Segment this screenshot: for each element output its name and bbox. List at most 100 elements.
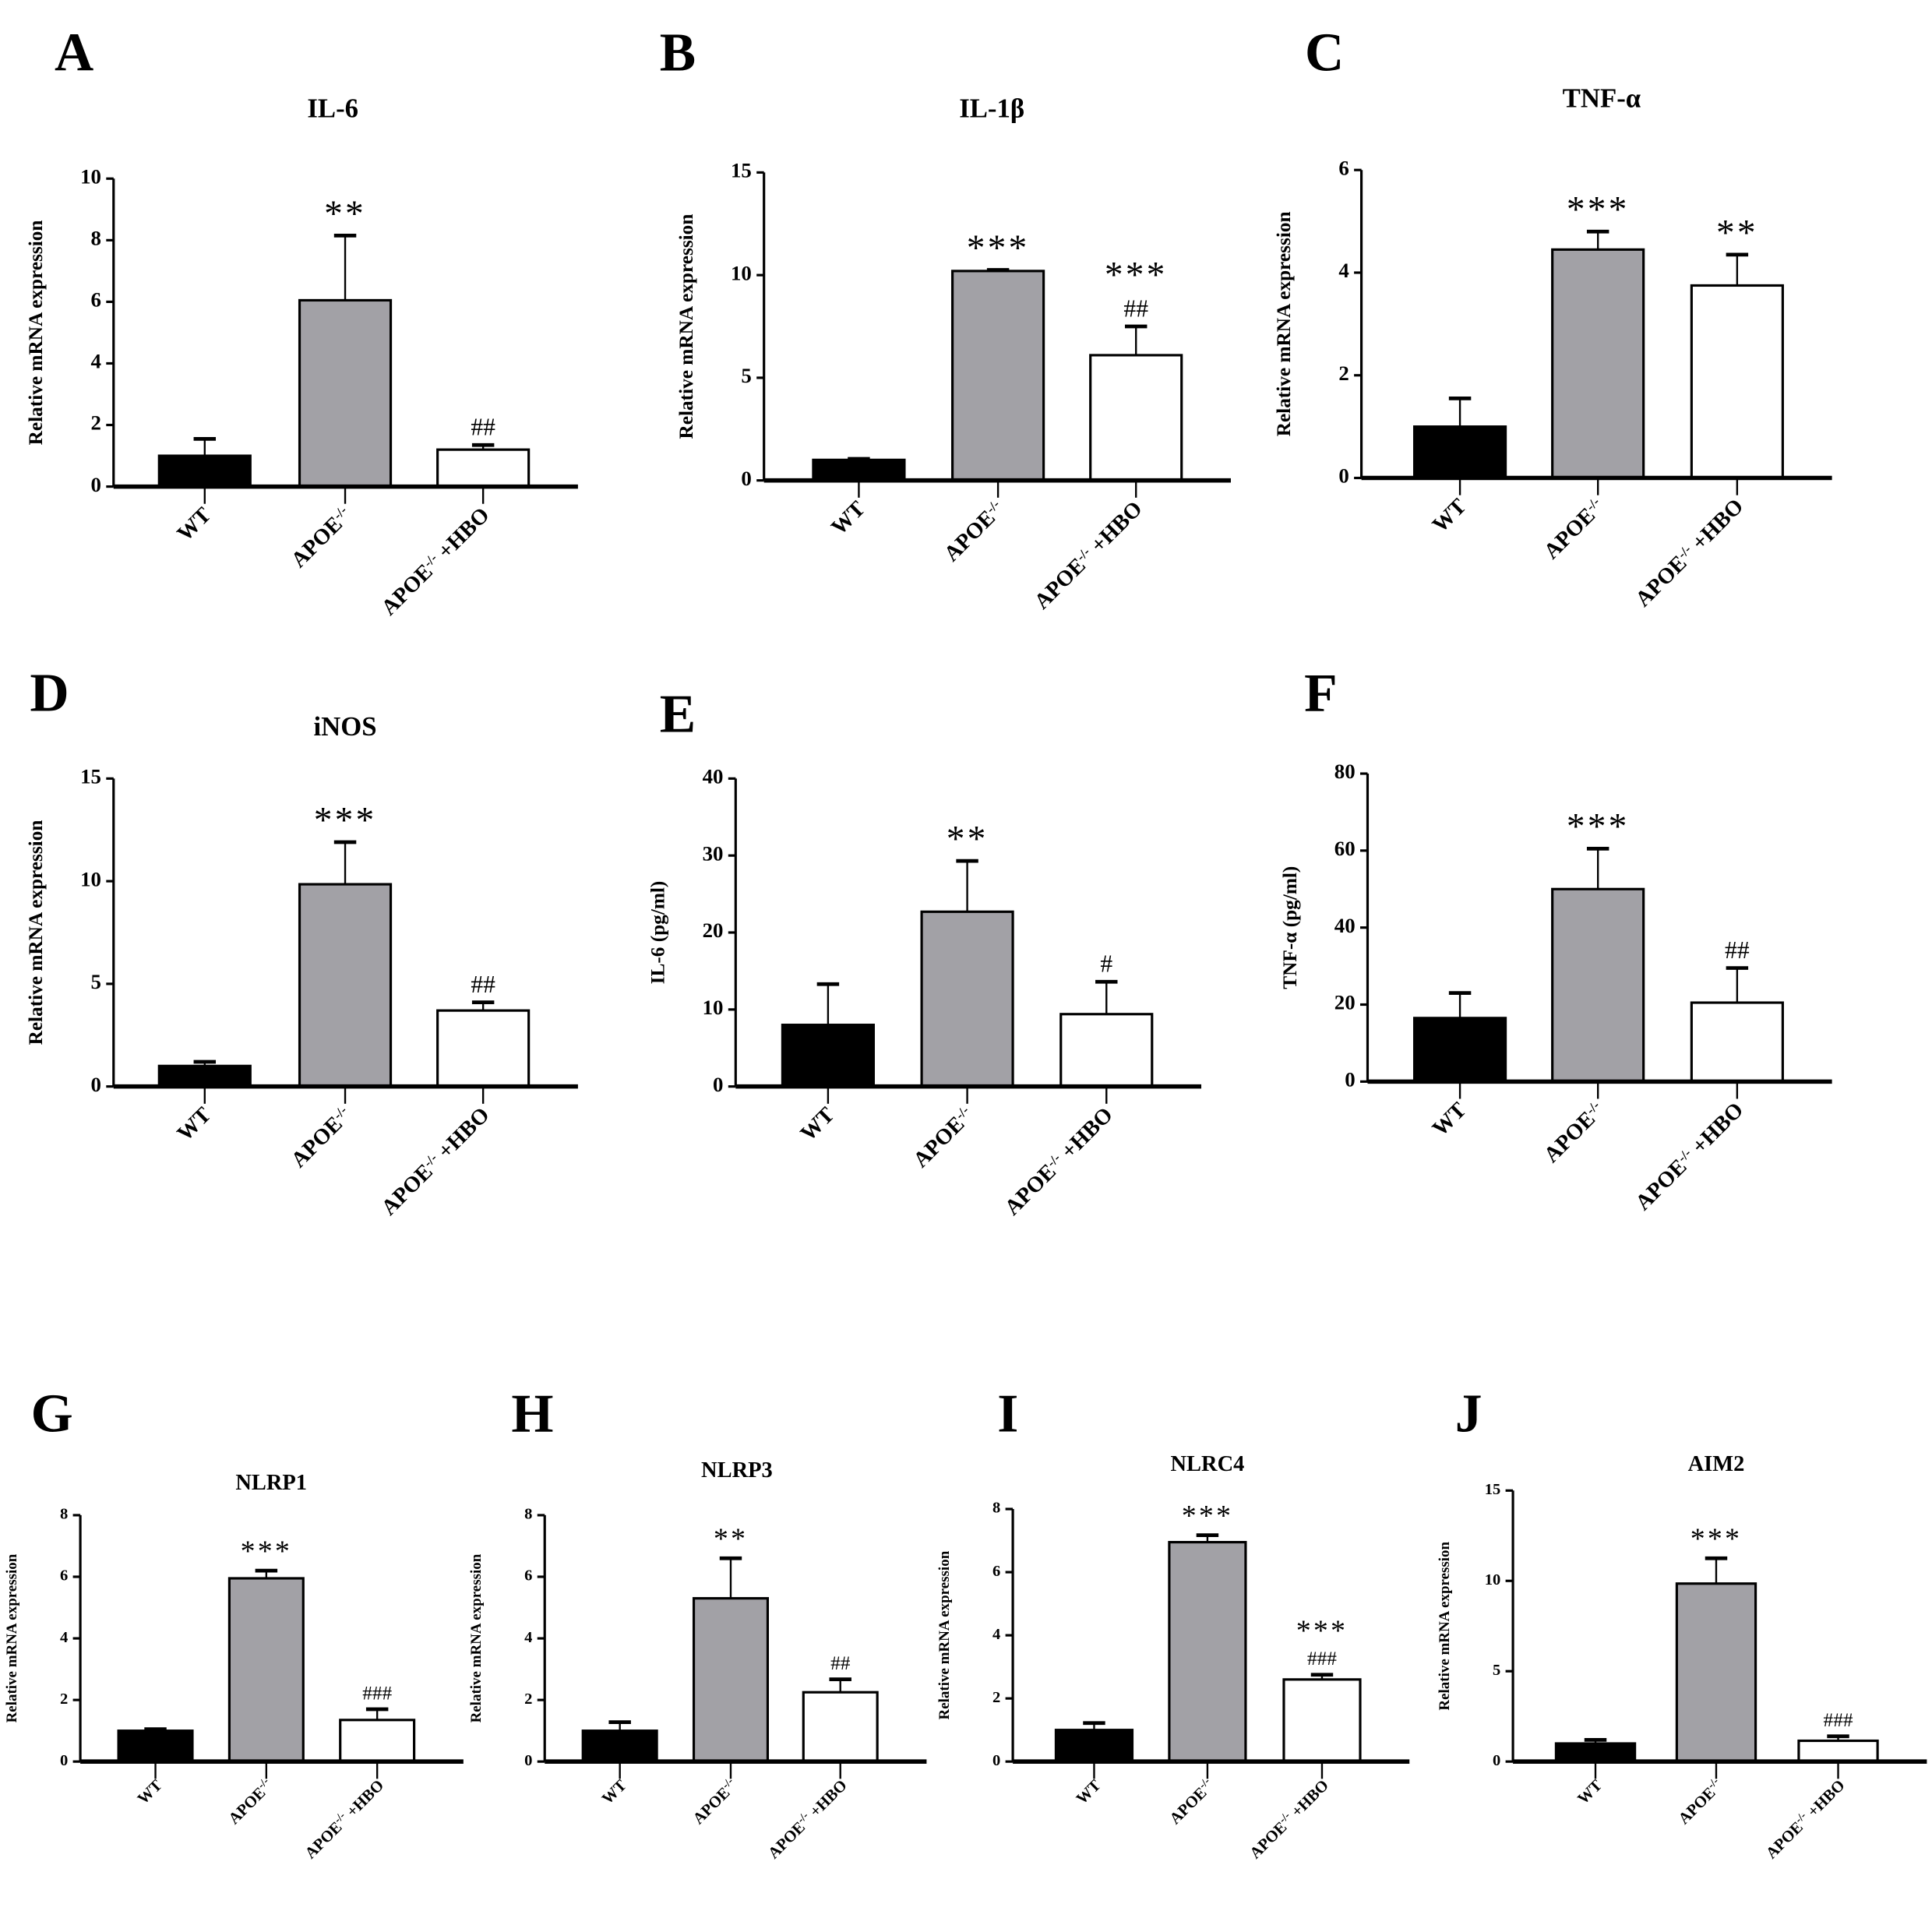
- y-tick-label: 6: [91, 288, 101, 312]
- panel-letter: D: [30, 664, 69, 724]
- panel-a: A IL-6 Relative mRNA expression WT ** APOE-/-…: [25, 23, 578, 620]
- y-tick-label: 80: [1334, 760, 1356, 783]
- y-axis-label: IL-6 (pg/ml): [647, 881, 669, 985]
- panel-i: I NLRC4 Relative mRNA expression WT *** APOE-…: [936, 1384, 1410, 1862]
- y-tick-label: 10: [1485, 1571, 1501, 1588]
- bar-wt: [1412, 1017, 1507, 1083]
- x-tick-label: WT: [1428, 1098, 1471, 1141]
- significance-stars: **: [714, 1523, 748, 1556]
- significance-stars: **: [324, 194, 366, 234]
- y-axis-label: Relative mRNA expression: [675, 214, 697, 439]
- x-tick-label: APOE-/-: [1673, 1775, 1726, 1828]
- bar-apoe-hbo: [436, 1009, 531, 1088]
- x-tick-label: APOE-/-: [908, 1102, 978, 1172]
- x-tick-label: APOE-/- +HBO: [377, 1102, 495, 1220]
- x-tick-label: APOE-/- +HBO: [1631, 494, 1748, 612]
- y-axis-label: Relative mRNA expression: [25, 220, 47, 446]
- y-tick-label: 20: [1334, 991, 1356, 1014]
- y-tick-label: 10: [731, 261, 752, 284]
- y-tick-label: 0: [60, 1752, 68, 1769]
- significance-hash: ##: [1123, 294, 1148, 322]
- panel-f: F TNF-α (pg/ml) WT *** APOE-/- ## APOE-/- +HBO…: [1279, 664, 1832, 1215]
- y-tick-label: 2: [91, 411, 101, 435]
- y-tick-label: 6: [524, 1567, 532, 1585]
- x-tick-label: APOE-/- +HBO: [1030, 496, 1148, 614]
- y-tick-label: 4: [992, 1626, 1000, 1643]
- significance-hash: #: [1100, 950, 1112, 978]
- x-tick-label: APOE-/-: [688, 1775, 741, 1828]
- panel-letter: G: [31, 1384, 73, 1444]
- x-tick-label: APOE-/-: [1539, 1098, 1609, 1168]
- y-tick-label: 4: [1338, 259, 1349, 282]
- y-tick-label: 15: [1485, 1481, 1501, 1498]
- x-tick-label: WT: [1074, 1777, 1105, 1808]
- bar-apoe: [1551, 887, 1645, 1083]
- bar-apoe-hbo: [1797, 1739, 1879, 1763]
- significance-stars: ***: [967, 228, 1030, 269]
- significance-stars: ***: [314, 800, 377, 841]
- y-tick-label: 2: [1338, 361, 1349, 385]
- y-tick-label: 30: [703, 841, 724, 865]
- bar-wt: [1554, 1742, 1637, 1763]
- y-tick-label: 8: [524, 1506, 532, 1523]
- chart-title: NLRP1: [235, 1471, 307, 1495]
- y-tick-label: 8: [60, 1506, 68, 1523]
- y-tick-label: 0: [992, 1752, 1000, 1769]
- chart-title: IL-1β: [959, 93, 1024, 123]
- x-tick-label: WT: [1428, 494, 1471, 537]
- y-tick-label: 4: [91, 350, 101, 373]
- panel-c: C TNF-α Relative mRNA expression WT *** APOE-…: [1273, 23, 1832, 612]
- y-axis-label: Relative mRNA expression: [468, 1553, 485, 1722]
- y-tick-label: 0: [1338, 464, 1349, 488]
- bar-apoe-hbo: [1690, 284, 1784, 480]
- bar-apoe: [920, 910, 1014, 1088]
- bar-apoe-hbo: [1089, 354, 1183, 482]
- bar-apoe: [951, 270, 1045, 482]
- chart-title: NLRP3: [701, 1458, 773, 1483]
- bar-wt: [812, 458, 906, 482]
- x-tick-label: APOE-/-: [1165, 1775, 1218, 1828]
- significance-hash: ###: [1307, 1648, 1337, 1669]
- x-tick-label: WT: [173, 503, 216, 546]
- bar-apoe-hbo: [1059, 1013, 1154, 1088]
- y-tick-label: 8: [992, 1500, 1000, 1517]
- panel-letter: E: [660, 684, 696, 744]
- y-tick-label: 10: [80, 867, 101, 890]
- panel-g: G NLRP1 Relative mRNA expression WT *** APOE-…: [4, 1384, 464, 1863]
- y-tick-label: 5: [1493, 1662, 1500, 1679]
- y-tick-label: 5: [91, 970, 101, 993]
- panel-letter: F: [1304, 664, 1338, 724]
- significance-stars: **: [947, 819, 989, 859]
- y-tick-label: 8: [91, 227, 101, 250]
- x-tick-label: APOE-/- +HBO: [763, 1775, 851, 1863]
- x-tick-label: WT: [796, 1103, 839, 1146]
- y-axis-label: Relative mRNA expression: [1437, 1541, 1453, 1710]
- bar-apoe: [227, 1577, 305, 1763]
- bar-wt: [117, 1729, 194, 1763]
- significance-hash: ###: [1824, 1709, 1853, 1731]
- y-axis-label: Relative mRNA expression: [1273, 211, 1295, 436]
- significance-stars: **: [1716, 213, 1758, 253]
- y-tick-label: 0: [741, 467, 751, 490]
- y-tick-label: 2: [60, 1691, 68, 1708]
- y-tick-label: 6: [60, 1567, 68, 1585]
- bar-apoe-hbo: [436, 448, 531, 488]
- y-tick-label: 40: [1334, 914, 1356, 937]
- y-tick-label: 2: [992, 1689, 1000, 1706]
- y-tick-label: 5: [741, 364, 751, 387]
- significance-stars: ***: [1296, 1614, 1348, 1647]
- bar-apoe: [1675, 1582, 1757, 1763]
- panel-letter: H: [511, 1384, 553, 1444]
- chart-title: iNOS: [313, 711, 376, 742]
- panel-letter: C: [1305, 23, 1344, 83]
- panel-b: B IL-1β Relative mRNA expression WT *** APOE-…: [660, 23, 1231, 614]
- y-axis-label: Relative mRNA expression: [25, 820, 47, 1045]
- x-tick-label: APOE-/- +HBO: [300, 1775, 387, 1863]
- significance-hash: ##: [1725, 936, 1750, 964]
- x-tick-label: WT: [173, 1103, 216, 1146]
- y-tick-label: 0: [1345, 1068, 1355, 1091]
- y-axis-label: TNF-α (pg/ml): [1279, 866, 1301, 989]
- panel-letter: A: [55, 23, 93, 83]
